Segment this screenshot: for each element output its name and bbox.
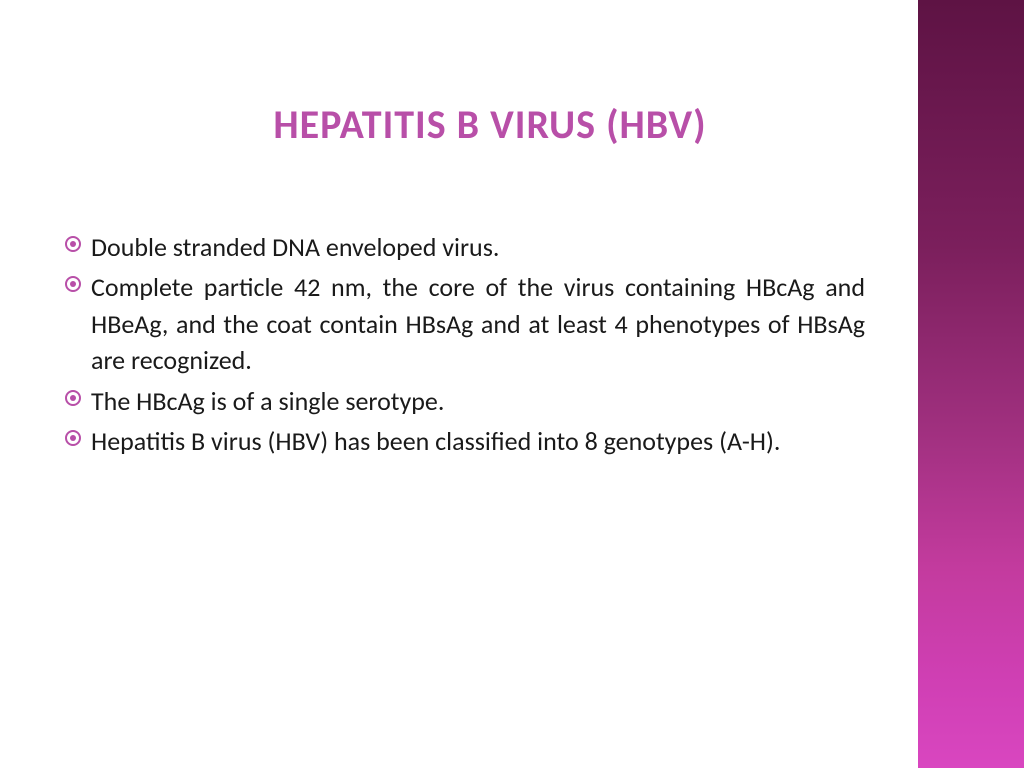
slide-content: HEPATITIS B VIRUS (HBV) Double stranded …	[65, 100, 865, 463]
list-item: Hepatitis B virus (HBV) has been classif…	[65, 423, 865, 459]
bullet-list: Double stranded DNA enveloped virus. Com…	[65, 229, 865, 459]
list-item-text: Double stranded DNA enveloped virus.	[91, 231, 499, 263]
list-item: Complete particle 42 nm, the core of the…	[65, 269, 865, 378]
list-item-text: The HBcAg is of a single serotype.	[91, 385, 444, 417]
list-item: Double stranded DNA enveloped virus.	[65, 229, 865, 265]
bullet-circle-icon	[65, 236, 81, 252]
slide-title-container: HEPATITIS B VIRUS (HBV)	[115, 100, 865, 149]
list-item-text: Hepatitis B virus (HBV) has been classif…	[91, 425, 780, 457]
list-item: The HBcAg is of a single serotype.	[65, 383, 865, 419]
bullet-circle-icon	[65, 276, 81, 292]
bullet-circle-icon	[65, 430, 81, 446]
decorative-gradient-bar	[918, 0, 1024, 768]
bullet-circle-icon	[65, 390, 81, 406]
slide-title: HEPATITIS B VIRUS (HBV)	[115, 100, 865, 149]
list-item-text: Complete particle 42 nm, the core of the…	[91, 271, 865, 376]
